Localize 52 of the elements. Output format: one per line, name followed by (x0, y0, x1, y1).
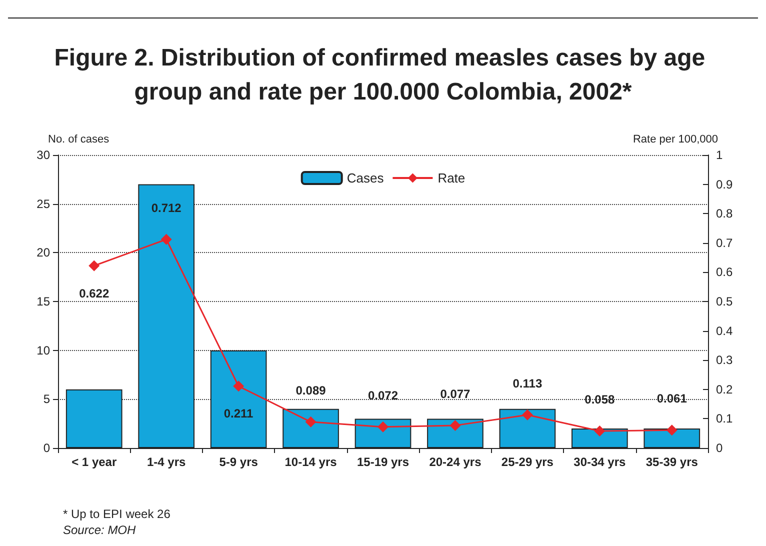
point (594, 426, 606, 437)
x-tick-label: 15-19 yrs (356, 455, 410, 469)
point (450, 420, 461, 431)
data-label: 0.113 (512, 376, 542, 390)
y2-tick-label: 0.5 (716, 294, 734, 308)
data-label: 0.712 (151, 200, 182, 215)
point (666, 424, 678, 436)
data-label: 0.077 (440, 386, 471, 401)
y2-tick-label: 0.7 (716, 236, 734, 250)
y-tick-label: 30 (36, 148, 50, 162)
y-axis-title: No. of cases (48, 134, 110, 146)
point (88, 260, 100, 272)
y2-tick-label: 0.6 (716, 265, 734, 280)
y2-tick-label: 0.2 (716, 382, 734, 396)
y-tick-label: 5 (43, 392, 50, 406)
point (160, 234, 172, 245)
data-label: 0.089 (296, 383, 326, 398)
x-tick-label: 35-39 yrs (646, 455, 698, 469)
y2-axis-title: Rate per 100,000 (632, 134, 718, 146)
source-note: Source: MOH (63, 523, 136, 537)
y2-tick-label: 0 (716, 441, 723, 455)
y-tick-label: 0 (43, 441, 50, 455)
x-tick-label: 20-24 yrs (429, 455, 482, 469)
x-tick-label: 1-4 yrs (146, 455, 186, 469)
data-label: 0.072 (368, 388, 398, 402)
x-tick-label: 5-9 yrs (219, 455, 258, 469)
chart-title: Figure 2. Distribution of confirmed measles cases by age group and rate per 100.000 Colombia, 2002* (54, 44, 712, 106)
y2-tick-label: 1 (716, 148, 723, 162)
text: * Up to EPI week 26 (63, 507, 171, 521)
point (522, 409, 533, 420)
data-label: 0.061 (656, 392, 688, 406)
legend-label: Rate (438, 170, 466, 186)
data-label: 0.622 (79, 286, 110, 300)
y2-tick-label: 0.3 (716, 353, 734, 368)
point (378, 421, 388, 432)
y-tick-label: 25 (36, 196, 50, 211)
y-tick-label: 10 (36, 343, 50, 358)
legend-label: Cases (346, 170, 384, 186)
y-tick-label: 15 (36, 294, 50, 308)
point (233, 380, 244, 392)
y2-tick-label: 0.8 (716, 206, 734, 221)
data-label: 0.058 (584, 392, 616, 407)
y2-tick-label: 0.1 (716, 412, 734, 426)
data-label: 0.211 (224, 406, 254, 421)
y2-tick-label: 0.9 (716, 177, 734, 192)
x-tick-label: 10-14 yrs (284, 455, 338, 469)
x-tick-label: 25-29 yrs (501, 455, 554, 469)
point (305, 416, 316, 428)
y2-tick-label: 0.4 (716, 324, 734, 338)
x-tick-label: < 1 year (72, 455, 117, 469)
y-tick-label: 20 (36, 246, 50, 260)
x-tick-label: 30-34 yrs (574, 455, 626, 469)
